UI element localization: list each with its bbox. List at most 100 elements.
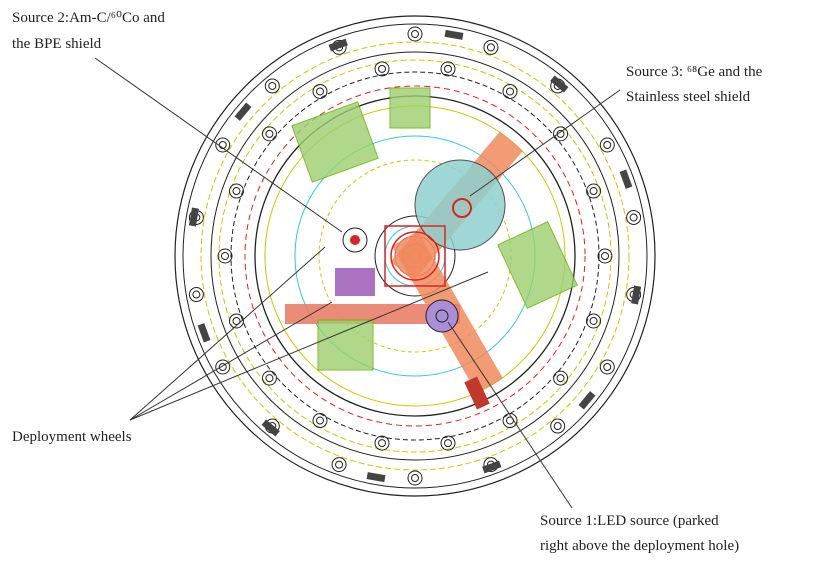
hole	[331, 457, 347, 473]
hole	[378, 64, 387, 73]
source	[342, 227, 368, 253]
clamp	[234, 102, 252, 121]
ring	[230, 71, 600, 441]
hole	[261, 370, 277, 386]
hole	[486, 43, 495, 52]
hole	[228, 313, 244, 329]
ring	[374, 215, 456, 297]
source3-label: Source 3: ⁶⁸Ge and the Stainless steel s…	[626, 64, 763, 105]
ring	[200, 41, 630, 471]
source	[425, 299, 459, 333]
hole	[556, 374, 565, 383]
hole	[192, 290, 201, 299]
rail	[285, 304, 460, 324]
hole	[443, 439, 452, 448]
hole	[556, 129, 565, 138]
wheel	[335, 268, 375, 296]
hole	[586, 183, 602, 199]
label-text: Source 3: ⁶⁸Ge and the	[626, 64, 763, 80]
hole	[261, 126, 277, 142]
hole	[407, 26, 423, 42]
hole	[506, 87, 514, 96]
source	[452, 198, 472, 218]
hole	[232, 187, 241, 196]
hole	[599, 137, 615, 153]
shield	[414, 159, 506, 251]
hole	[264, 78, 280, 94]
hole	[265, 374, 274, 383]
leader-line	[129, 271, 489, 421]
label-text: Stainless steel shield	[626, 89, 751, 105]
detector-drawing	[174, 15, 656, 497]
hole	[597, 248, 613, 264]
hole	[218, 363, 227, 371]
block	[389, 87, 431, 129]
hole	[599, 359, 615, 375]
wheels-label: Deployment wheels	[12, 429, 132, 445]
hole	[232, 316, 241, 325]
block	[317, 319, 374, 371]
hole	[316, 416, 324, 425]
block	[497, 220, 578, 310]
hole	[378, 439, 387, 448]
hole	[411, 474, 419, 482]
hole	[188, 287, 204, 303]
hole	[586, 313, 602, 329]
leader-lines	[94, 57, 621, 509]
hole	[374, 435, 390, 451]
ring	[182, 23, 648, 489]
block	[291, 101, 379, 183]
hole	[603, 141, 612, 149]
hole	[629, 213, 638, 222]
hole	[601, 252, 609, 260]
hole	[502, 413, 518, 429]
label-text: right above the deployment hole)	[540, 538, 739, 554]
source	[350, 235, 360, 245]
hole	[550, 418, 566, 434]
hole	[217, 248, 233, 264]
hole	[626, 209, 642, 225]
hole	[440, 435, 456, 451]
hole	[407, 470, 423, 486]
source2-label: Source 2:Am-C/⁶⁰Co and the BPE shield	[12, 10, 165, 52]
hole	[312, 413, 328, 429]
leader-line	[469, 89, 621, 197]
hole	[553, 370, 569, 386]
hole	[443, 64, 452, 73]
clamp	[482, 460, 502, 474]
hole	[215, 359, 231, 375]
clamp	[578, 391, 596, 410]
ring	[218, 59, 612, 453]
hole	[316, 87, 324, 96]
hole	[228, 183, 244, 199]
source	[435, 309, 449, 323]
hole	[502, 83, 518, 99]
hub	[384, 225, 446, 287]
hole	[265, 129, 274, 138]
label-text: Source 2:Am-C/⁶⁰Co and	[12, 10, 165, 26]
hole	[440, 61, 456, 77]
hole	[335, 460, 344, 469]
hole	[374, 61, 390, 77]
hole	[312, 83, 328, 99]
hole	[268, 81, 277, 90]
hole	[215, 137, 231, 153]
source1-label: Source 1:LED source (parked right above …	[540, 513, 739, 554]
clamp	[631, 285, 642, 305]
ring	[244, 85, 586, 427]
hub	[390, 231, 440, 281]
hole	[603, 363, 612, 371]
hole	[589, 187, 598, 196]
ring	[210, 51, 620, 461]
clamp	[261, 419, 280, 437]
label-text: Deployment wheels	[12, 429, 132, 445]
leader-line	[129, 246, 326, 421]
part	[464, 376, 490, 410]
hole	[483, 39, 499, 55]
leader-line	[129, 301, 333, 421]
clamp	[366, 472, 386, 483]
clamp	[619, 169, 633, 189]
ring	[174, 15, 656, 497]
leader-line	[94, 57, 343, 233]
clamp	[197, 323, 211, 343]
